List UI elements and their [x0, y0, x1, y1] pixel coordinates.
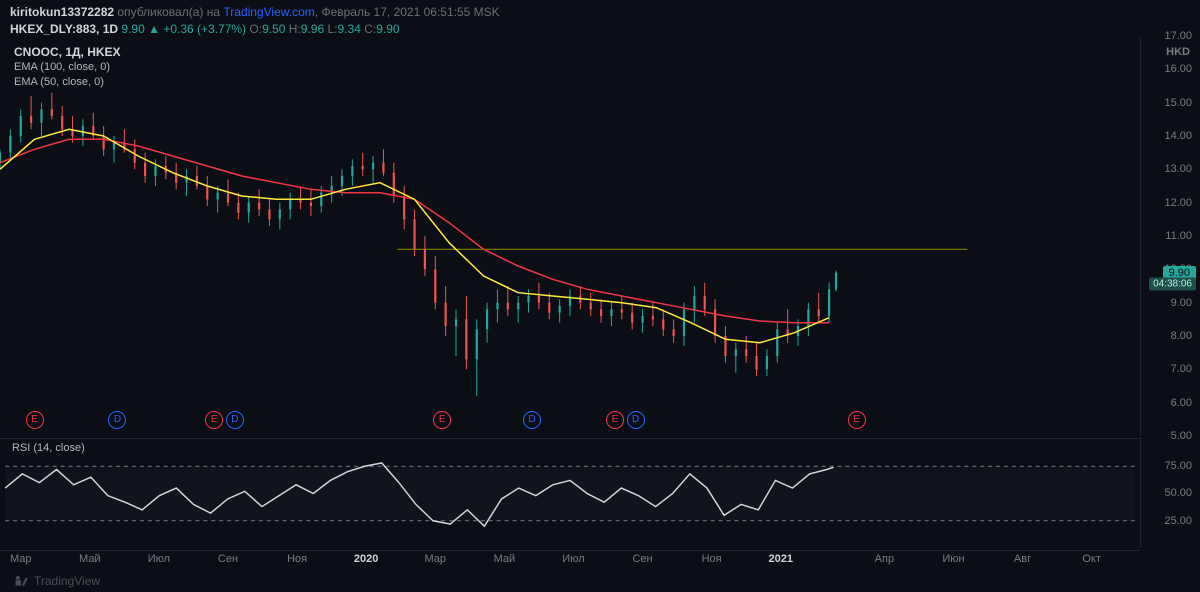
dividend-marker[interactable]: D — [523, 411, 541, 429]
ytick: 8.00 — [1171, 330, 1192, 342]
xtick: Июл — [148, 553, 170, 565]
time-axis[interactable]: Мар Май Июл Сен Ноя 2020 Мар Май Июл Сен Ноя 2021 Ап… — [0, 550, 1140, 568]
ytick: 16.00 — [1164, 63, 1192, 75]
ohlc-open: 9.50 — [262, 22, 285, 36]
currency-label: HKD — [1166, 46, 1190, 58]
price-yaxis[interactable]: HKD 5.006.007.008.009.0010.0011.0012.001… — [1140, 36, 1200, 436]
published-label: опубликовал(а) на — [117, 5, 220, 19]
ohlc-close: 9.90 — [376, 22, 399, 36]
xtick: Мар — [10, 553, 32, 565]
symbol-full[interactable]: HKEX_DLY:883, 1D — [10, 22, 118, 36]
publisher-user[interactable]: kiritokun13372282 — [10, 5, 114, 19]
earnings-marker[interactable]: E — [433, 411, 451, 429]
xtick: Авг — [1014, 553, 1031, 565]
rsi-svg — [0, 439, 1140, 548]
ytick: 15.00 — [1164, 97, 1192, 109]
ytick: 7.00 — [1171, 363, 1192, 375]
earnings-marker[interactable]: E — [848, 411, 866, 429]
rsi-ytick: 50.00 — [1164, 487, 1192, 499]
ohlc-high: 9.96 — [301, 22, 324, 36]
publish-date: Февраль 17, 2021 06:51:55 MSK — [321, 5, 499, 19]
xtick: Май — [79, 553, 101, 565]
price-svg — [0, 36, 1140, 436]
xtick: Ноя — [287, 553, 307, 565]
ytick: 13.00 — [1164, 163, 1192, 175]
xtick: Июл — [562, 553, 584, 565]
earnings-marker[interactable]: E — [205, 411, 223, 429]
xtick: Май — [494, 553, 516, 565]
dividend-marker[interactable]: D — [627, 411, 645, 429]
ytick: 14.00 — [1164, 130, 1192, 142]
last-price: 9.90 — [121, 22, 144, 36]
rsi-ytick: 25.00 — [1164, 515, 1192, 527]
tradingview-watermark[interactable]: TradingView — [14, 574, 100, 588]
rsi-ytick: 75.00 — [1164, 460, 1192, 472]
xtick: 2020 — [354, 553, 378, 565]
price-chart[interactable]: EDEDEDEDE — [0, 36, 1140, 436]
ytick: 6.00 — [1171, 397, 1192, 409]
ytick: 17.00 — [1164, 30, 1192, 42]
chart-header: kiritokun13372282 опубликовал(а) на Trad… — [10, 4, 500, 38]
ohlc-low: 9.34 — [338, 22, 361, 36]
countdown-tag: 04:38:06 — [1149, 278, 1196, 291]
ytick: 12.00 — [1164, 197, 1192, 209]
earnings-marker[interactable]: E — [606, 411, 624, 429]
xtick: Окт — [1082, 553, 1101, 565]
price-change: +0.36 (+3.77%) — [163, 22, 246, 36]
xtick: Ноя — [702, 553, 722, 565]
ytick: 11.00 — [1165, 230, 1192, 242]
xtick: Сен — [218, 553, 238, 565]
dividend-marker[interactable]: D — [108, 411, 126, 429]
rsi-panel[interactable]: RSI (14, close) — [0, 438, 1140, 548]
site-link[interactable]: TradingView.com — [223, 5, 314, 19]
xtick: 2021 — [768, 553, 792, 565]
tradingview-icon — [14, 574, 28, 588]
rsi-yaxis[interactable]: 25.00 50.00 75.00 — [1140, 438, 1200, 548]
earnings-marker[interactable]: E — [26, 411, 44, 429]
xtick: Апр — [875, 553, 894, 565]
xtick: Июн — [942, 553, 964, 565]
xtick: Сен — [632, 553, 652, 565]
ytick: 9.00 — [1171, 297, 1192, 309]
xtick: Мар — [425, 553, 447, 565]
dividend-marker[interactable]: D — [226, 411, 244, 429]
